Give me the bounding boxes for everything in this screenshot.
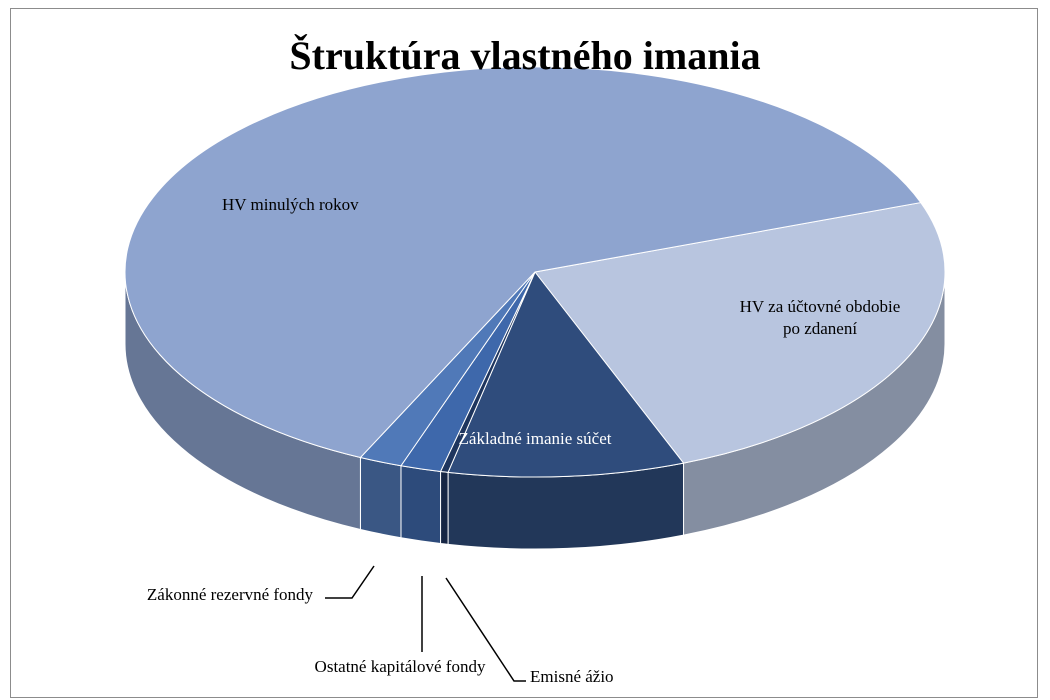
slice-label: Ostatné kapitálové fondy — [314, 657, 486, 676]
slice-top — [534, 202, 946, 464]
chart-frame — [10, 8, 1038, 698]
slice-top — [447, 271, 685, 478]
slice-label: HV minulých rokov — [222, 195, 359, 214]
slice — [124, 66, 922, 531]
leader-line — [445, 577, 526, 682]
slice-label: HV za účtovné obdobie po zdanení — [739, 297, 901, 338]
slice-side — [440, 470, 449, 545]
chart-title: Štruktúra vlastného imania — [289, 33, 761, 78]
slice-top — [124, 66, 922, 459]
slice — [447, 271, 685, 550]
slice-side — [359, 456, 402, 539]
slice-label: Základné imanie súčet — [458, 429, 612, 448]
slice — [400, 271, 536, 545]
slice-label: Emisné ážio — [530, 667, 614, 686]
slice — [359, 271, 536, 539]
slice-side — [400, 465, 442, 545]
leader-line — [325, 565, 375, 599]
slice-label: Zákonné rezervné fondy — [146, 585, 314, 604]
